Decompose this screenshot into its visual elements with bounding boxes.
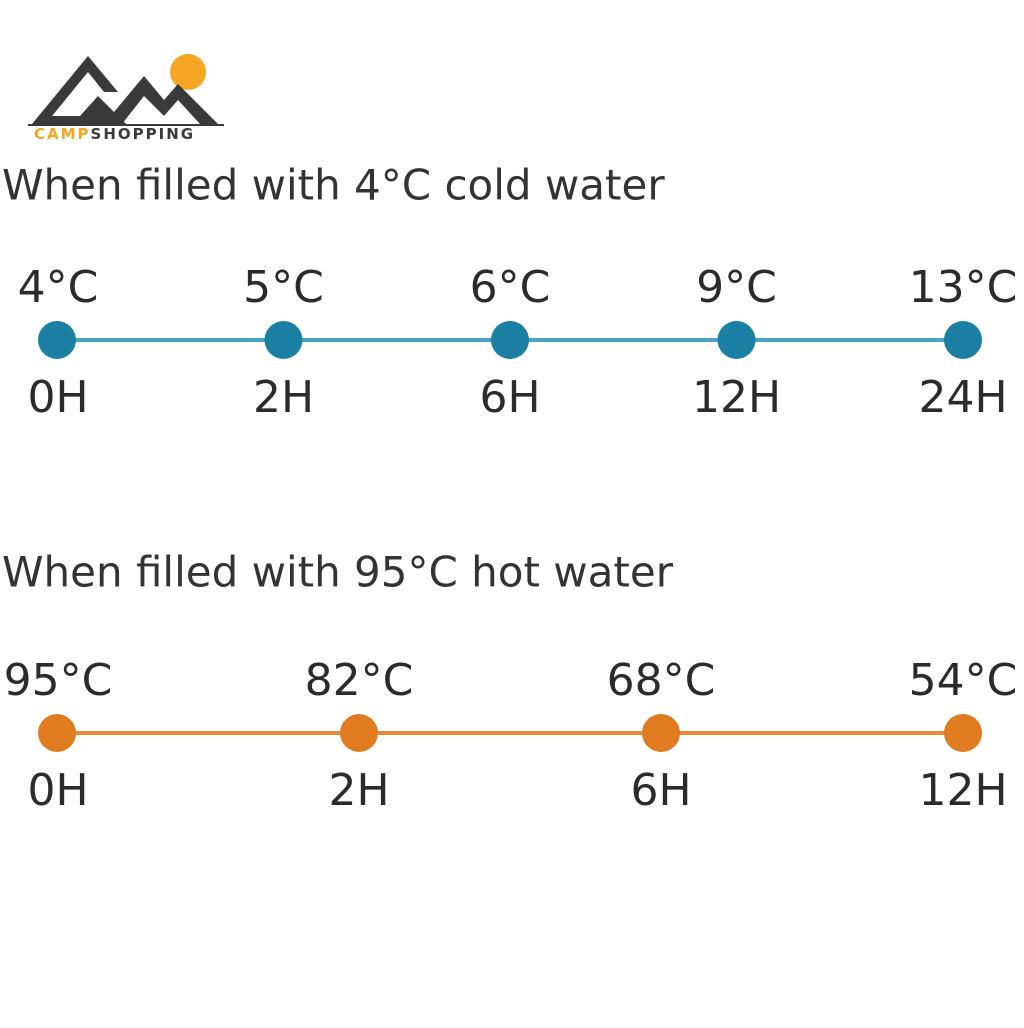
temperature-label: 6°C: [470, 262, 551, 313]
timeline-dot: [38, 321, 76, 359]
temperature-label: 82°C: [305, 655, 414, 706]
section-title: When filled with 95°C hot water: [2, 548, 674, 597]
logo: CAMPSHOPPING: [28, 54, 224, 143]
temperature-label: 9°C: [696, 262, 777, 313]
time-label: 12H: [692, 372, 781, 423]
logo-sun: [170, 54, 206, 90]
time-label: 6H: [630, 765, 691, 816]
time-label: 6H: [479, 372, 540, 423]
timeline-dot: [38, 714, 76, 752]
timeline-dot: [491, 321, 529, 359]
temperature-label: 13°C: [909, 262, 1018, 313]
temperature-label: 68°C: [607, 655, 716, 706]
logo-text-camp: CAMP: [34, 125, 91, 143]
temperature-label: 95°C: [4, 655, 113, 706]
section-title: When filled with 4°C cold water: [2, 161, 665, 210]
logo-mountain: [32, 56, 126, 124]
timeline-dot: [717, 321, 756, 359]
time-label: 2H: [253, 372, 314, 423]
temperature-label: 5°C: [243, 262, 324, 313]
temperature-label: 54°C: [909, 655, 1018, 706]
time-label: 24H: [918, 372, 1007, 423]
logo-mountain: [104, 76, 218, 124]
timeline-dot: [944, 321, 982, 359]
time-label: 0H: [27, 372, 88, 423]
time-label: 0H: [27, 765, 88, 816]
logo-text-shopping: SHOPPING: [91, 125, 196, 143]
temperature-label: 4°C: [18, 262, 99, 313]
timeline-dot: [944, 714, 982, 752]
timeline-dot: [642, 714, 680, 752]
timeline-dot: [340, 714, 378, 752]
logo-text: CAMPSHOPPING: [34, 125, 195, 143]
timeline-dot: [264, 321, 303, 359]
time-label: 2H: [328, 765, 389, 816]
time-label: 12H: [918, 765, 1007, 816]
